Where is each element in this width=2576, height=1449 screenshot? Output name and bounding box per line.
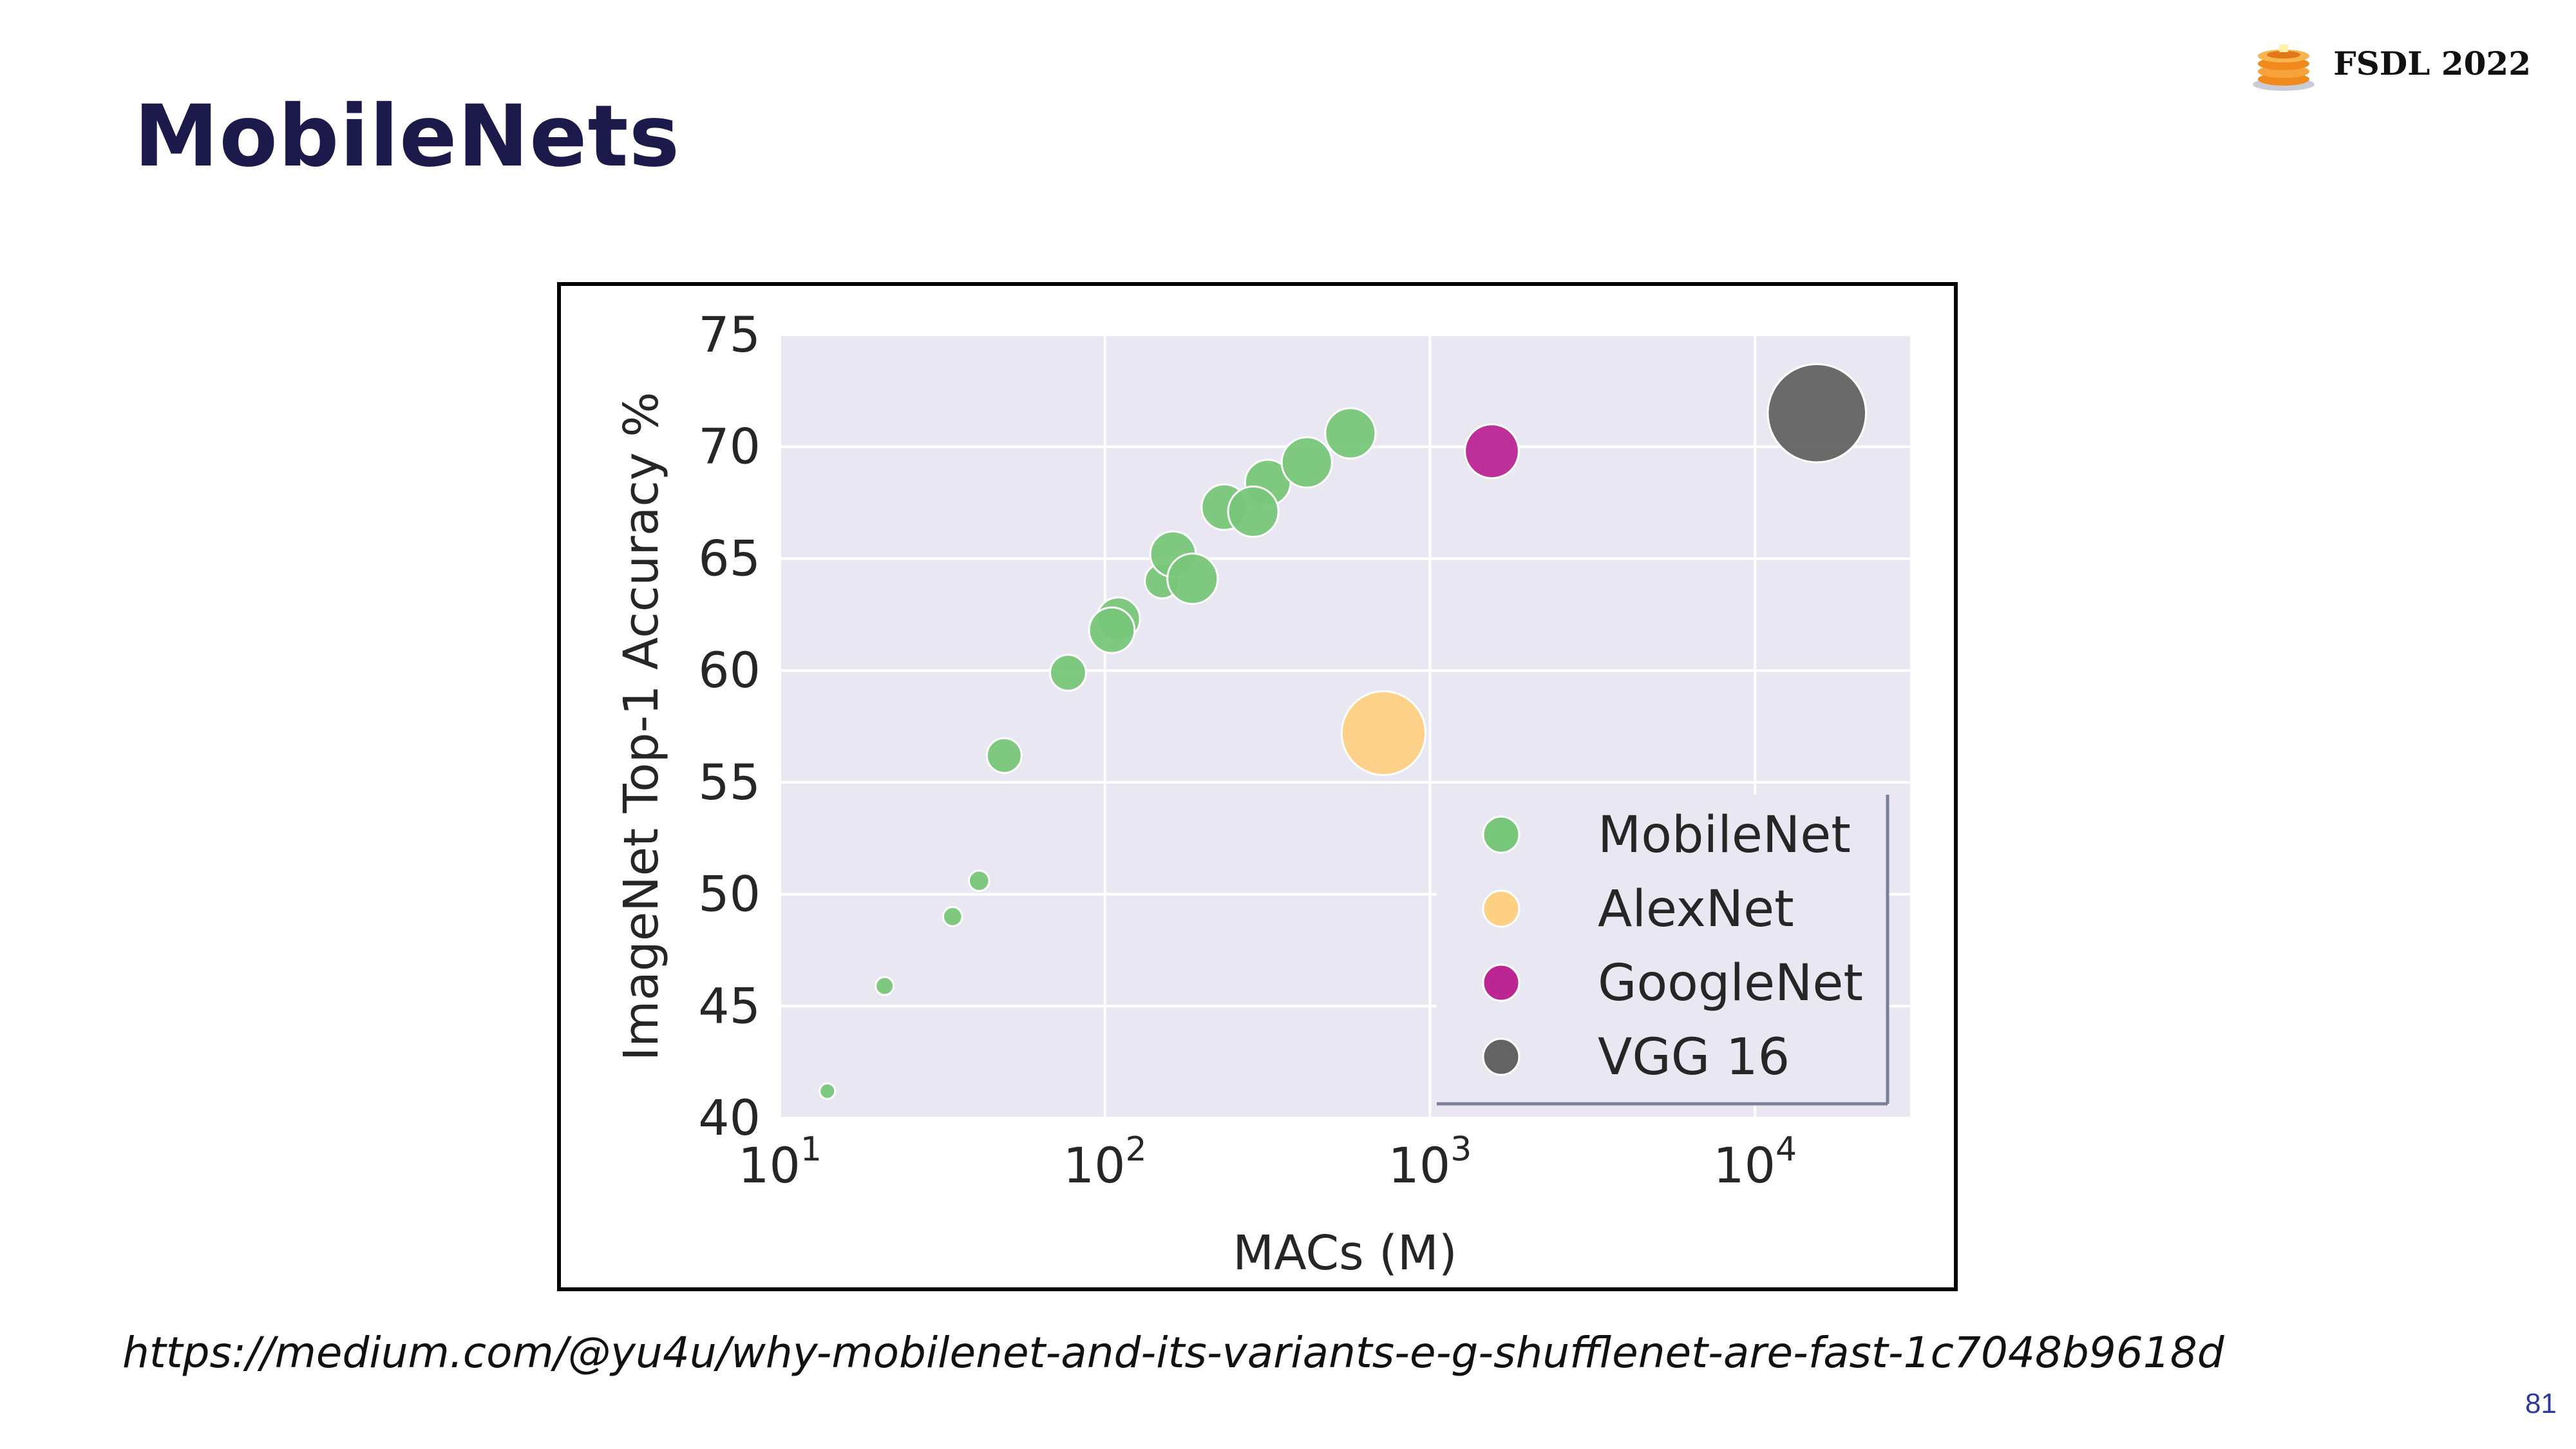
scatter-chart: 40 45 50 55 60 65 70 75 101 102 103 104 ImageNet T…: [614, 306, 1910, 1281]
point-mobilenet: [942, 905, 963, 927]
x-axis-label: MACs (M): [1233, 1226, 1457, 1281]
y-tick-label: 75: [698, 306, 761, 363]
point-mobilenet: [819, 1082, 837, 1100]
pancake-stack-icon: [2253, 44, 2315, 91]
y-tick-label: 55: [698, 753, 761, 811]
y-tick-label: 45: [698, 977, 761, 1034]
point-mobilenet: [1280, 436, 1333, 489]
point-mobilenet: [1049, 654, 1087, 692]
chart-legend: MobileNet AlexNet GoogleNet VGG 16: [1437, 795, 1889, 1106]
legend-marker: [1482, 889, 1520, 928]
y-tick-label: 40: [698, 1089, 761, 1146]
y-tick-label: 60: [698, 641, 761, 699]
data-points: [819, 363, 1868, 1100]
chart-figure: 40 45 50 55 60 65 70 75 101 102 103 104 ImageNet T…: [557, 282, 1958, 1291]
page-number: 81: [2525, 1388, 2557, 1419]
y-tick-label: 50: [698, 866, 761, 923]
point-mobilenet: [967, 869, 990, 893]
point-alexnet: [1340, 690, 1427, 777]
x-tick-labels: 101 102 103 104: [738, 1130, 1797, 1194]
point-mobilenet: [985, 737, 1023, 774]
slide-title: MobileNets: [134, 87, 681, 186]
y-tick-label: 65: [698, 529, 761, 587]
legend-label: GoogleNet: [1598, 954, 1863, 1012]
point-vgg-16: [1766, 363, 1868, 464]
point-mobilenet: [1088, 606, 1136, 654]
y-tick-labels: 40 45 50 55 60 65 70 75: [698, 306, 761, 1146]
point-googlenet: [1464, 423, 1520, 480]
legend-marker: [1482, 963, 1520, 1002]
point-mobilenet: [875, 976, 895, 996]
legend-label: MobileNet: [1598, 806, 1851, 864]
x-tick-label: 104: [1713, 1130, 1797, 1194]
point-mobilenet: [1324, 407, 1377, 460]
y-tick-label: 70: [698, 418, 761, 475]
legend-label: VGG 16: [1598, 1028, 1790, 1086]
source-url[interactable]: https://medium.com/@yu4u/why-mobilenet-a…: [122, 1328, 2224, 1378]
point-mobilenet: [1166, 553, 1219, 605]
legend-marker: [1482, 1037, 1520, 1076]
grid-lines: [779, 334, 1910, 1119]
x-tick-label: 103: [1388, 1130, 1472, 1194]
y-axis-label: ImageNet Top-1 Accuracy %: [614, 392, 669, 1061]
legend-label: AlexNet: [1598, 880, 1794, 938]
brand-badge: FSDL 2022: [2248, 31, 2531, 95]
point-mobilenet: [1227, 485, 1280, 538]
x-tick-label: 101: [738, 1130, 822, 1194]
x-tick-label: 102: [1063, 1130, 1147, 1194]
brand-label: FSDL 2022: [2333, 44, 2531, 82]
legend-marker: [1482, 815, 1520, 854]
